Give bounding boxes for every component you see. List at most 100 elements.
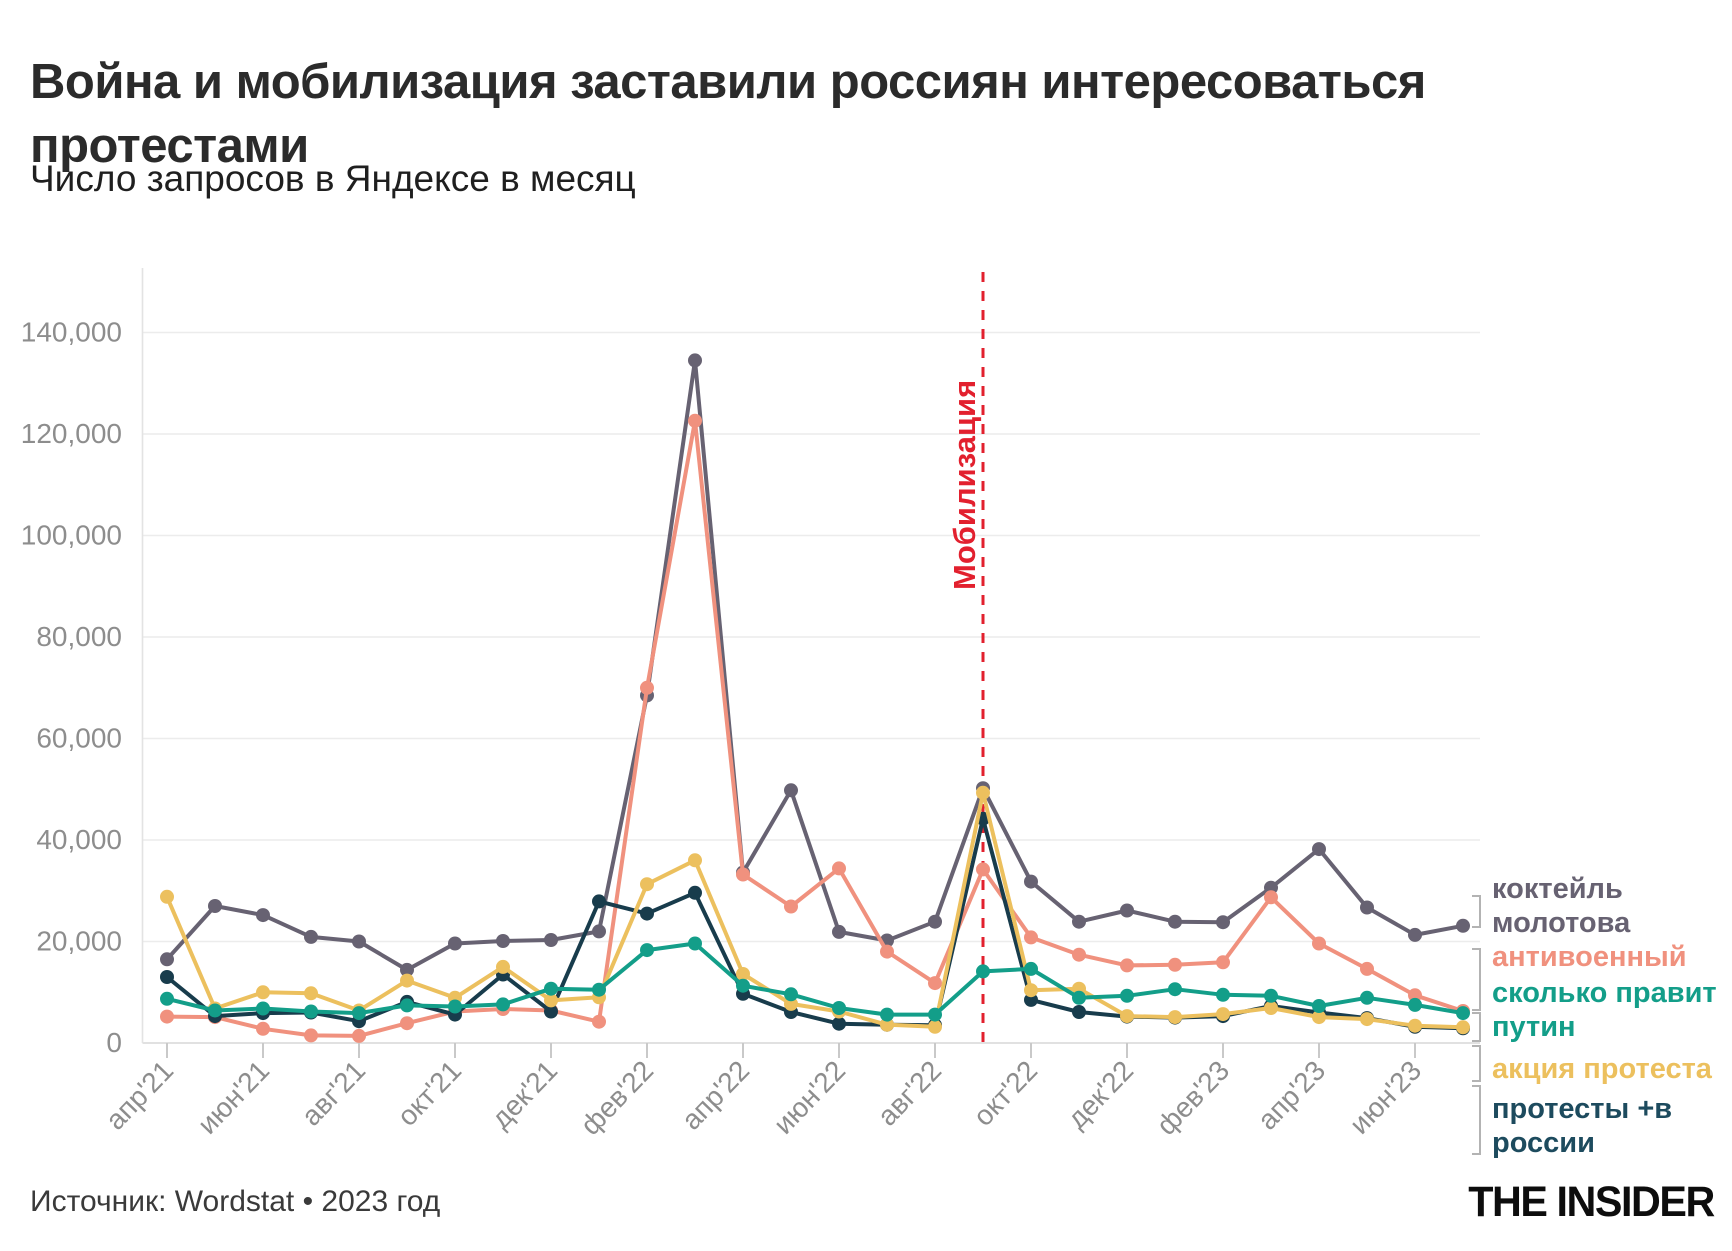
series-antivoennyy-point (256, 1021, 270, 1036)
series-kokteyl-molotova-point (1120, 903, 1134, 918)
series-skolko-pravit-putin-point (1120, 988, 1134, 1003)
series-aktsiya-protesta-point (400, 973, 414, 988)
legend-label-kokteyl-molotova: молотова (1492, 907, 1631, 939)
series-antivoennyy-point (736, 867, 750, 882)
y-tick-label: 0 (106, 1027, 122, 1058)
x-tick-label: авг'22 (871, 1055, 947, 1132)
series-protesty-v-rossii-point (544, 1004, 558, 1019)
series-antivoennyy-point (1120, 958, 1134, 973)
series-kokteyl-molotova-point (784, 783, 798, 798)
legend-label-skolko-pravit-putin: сколько правит (1492, 977, 1717, 1009)
series-skolko-pravit-putin-point (736, 978, 750, 993)
series-aktsiya-protesta-point (1408, 1018, 1422, 1033)
legend-label-skolko-pravit-putin: путин (1492, 1011, 1576, 1043)
series-aktsiya-protesta-point (1264, 1001, 1278, 1015)
series-antivoennyy-point (832, 861, 846, 876)
series-kokteyl-molotova-point (208, 899, 222, 913)
series-antivoennyy-point (304, 1028, 318, 1043)
chart-subtitle: Число запросов в Яндексе в месяц (30, 158, 636, 199)
series-kokteyl-molotova-point (544, 933, 558, 947)
series-kokteyl-molotova-point (1024, 874, 1038, 889)
series-antivoennyy-line (165, 418, 1465, 1038)
series-kokteyl-molotova-point (1168, 914, 1182, 929)
series-protesty-v-rossii-point (1072, 1005, 1086, 1019)
series-antivoennyy-point (640, 680, 654, 695)
series-aktsiya-protesta-point (880, 1017, 894, 1032)
series-antivoennyy-point (1024, 930, 1038, 945)
series-skolko-pravit-putin-point (1408, 997, 1422, 1012)
legend-label-aktsiya-protesta: акция протеста (1492, 1053, 1713, 1085)
x-tick-label: июн'21 (191, 1055, 275, 1140)
series-protesty-v-rossii-point (688, 885, 702, 900)
series-skolko-pravit-putin-point (592, 982, 606, 997)
x-tick-label: фев'23 (1151, 1055, 1236, 1141)
series-kokteyl-molotova-point (1360, 900, 1374, 915)
series-skolko-pravit-putin-point (208, 1003, 222, 1018)
series-skolko-pravit-putin-point (880, 1007, 894, 1022)
series-kokteyl-molotova-line (165, 358, 1465, 972)
series-aktsiya-protesta-point (688, 853, 702, 868)
series-protesty-v-rossii-point (832, 1016, 846, 1031)
x-tick-label: дек'21 (485, 1055, 563, 1135)
series-aktsiya-protesta-point (256, 985, 270, 1000)
series-kokteyl-molotova-point (256, 908, 270, 923)
series-antivoennyy-point (880, 944, 894, 959)
source-note: Источник: Wordstat • 2023 год (30, 1185, 441, 1218)
series-skolko-pravit-putin-point (400, 998, 414, 1013)
series-kokteyl-molotova-point (1216, 915, 1230, 930)
series-kokteyl-molotova-point (304, 929, 318, 944)
legend-label-protesty-v-rossii: протесты +в (1492, 1093, 1672, 1125)
series-antivoennyy-point (592, 1014, 606, 1029)
y-tick-label: 140,000 (21, 317, 122, 348)
series-antivoennyy-point (928, 976, 942, 991)
series-skolko-pravit-putin-point (544, 981, 558, 996)
series-skolko-pravit-putin-point (352, 1006, 366, 1021)
series-kokteyl-molotova-point (352, 934, 366, 949)
series-kokteyl-molotova-point (1072, 914, 1086, 929)
legend-bracket-aktsiya-protesta (1472, 1045, 1481, 1082)
series-antivoennyy-point (1264, 890, 1278, 905)
series-kokteyl-molotova-point (400, 962, 414, 977)
y-tick-label: 120,000 (21, 418, 122, 449)
series-skolko-pravit-putin-point (928, 1007, 942, 1022)
series-skolko-pravit-putin-point (256, 1001, 270, 1016)
x-tick-label: июн'23 (1343, 1055, 1427, 1140)
publisher-logo: THE INSIDER (1468, 1178, 1715, 1226)
series-skolko-pravit-putin-point (832, 1001, 846, 1015)
series-antivoennyy-point (160, 1009, 174, 1024)
series-aktsiya-protesta-point (160, 889, 174, 904)
legend-bracket-skolko-pravit-putin (1472, 1012, 1481, 1042)
x-tick-label: дек'22 (1061, 1055, 1139, 1135)
legend-label-antivoennyy: антивоенный (1492, 941, 1687, 973)
series-aktsiya-protesta-point (544, 993, 558, 1008)
x-tick-label: окт'22 (967, 1055, 1043, 1132)
y-tick-label: 40,000 (36, 824, 122, 855)
series-aktsiya-protesta-point (928, 1019, 942, 1034)
x-tick-label: авг'21 (295, 1055, 371, 1132)
legend-bracket-kokteyl-molotova (1472, 895, 1481, 928)
series-skolko-pravit-putin-point (688, 936, 702, 951)
y-tick-label: 20,000 (36, 926, 122, 957)
series-skolko-pravit-putin-point (1024, 961, 1038, 976)
series-skolko-pravit-putin-point (160, 991, 174, 1006)
series-kokteyl-molotova-point (1264, 880, 1278, 895)
series-kokteyl-molotova-point (160, 952, 174, 967)
series-antivoennyy-point (1408, 988, 1422, 1003)
series-kokteyl-molotova-point (592, 924, 606, 939)
series-skolko-pravit-putin-point (1072, 990, 1086, 1005)
series-aktsiya-protesta-point (1024, 983, 1038, 998)
series-skolko-pravit-putin-point (784, 987, 798, 1002)
series-aktsiya-protesta-point (1456, 1020, 1470, 1035)
series-skolko-pravit-putin-point (1264, 988, 1278, 1003)
series-antivoennyy-point (400, 1016, 414, 1031)
y-tick-label: 80,000 (36, 621, 122, 652)
series-aktsiya-protesta-point (1168, 1010, 1182, 1025)
series-skolko-pravit-putin-point (304, 1004, 318, 1019)
x-tick-label: апр'23 (1252, 1055, 1332, 1136)
series-protesty-v-rossii-point (1024, 992, 1038, 1007)
series-kokteyl-molotova-point (1312, 842, 1326, 857)
series-aktsiya-protesta-point (304, 986, 318, 1001)
series-aktsiya-protesta-point (736, 967, 750, 981)
series-aktsiya-protesta-point (1216, 1007, 1230, 1022)
series-aktsiya-protesta-line (165, 790, 1465, 1030)
